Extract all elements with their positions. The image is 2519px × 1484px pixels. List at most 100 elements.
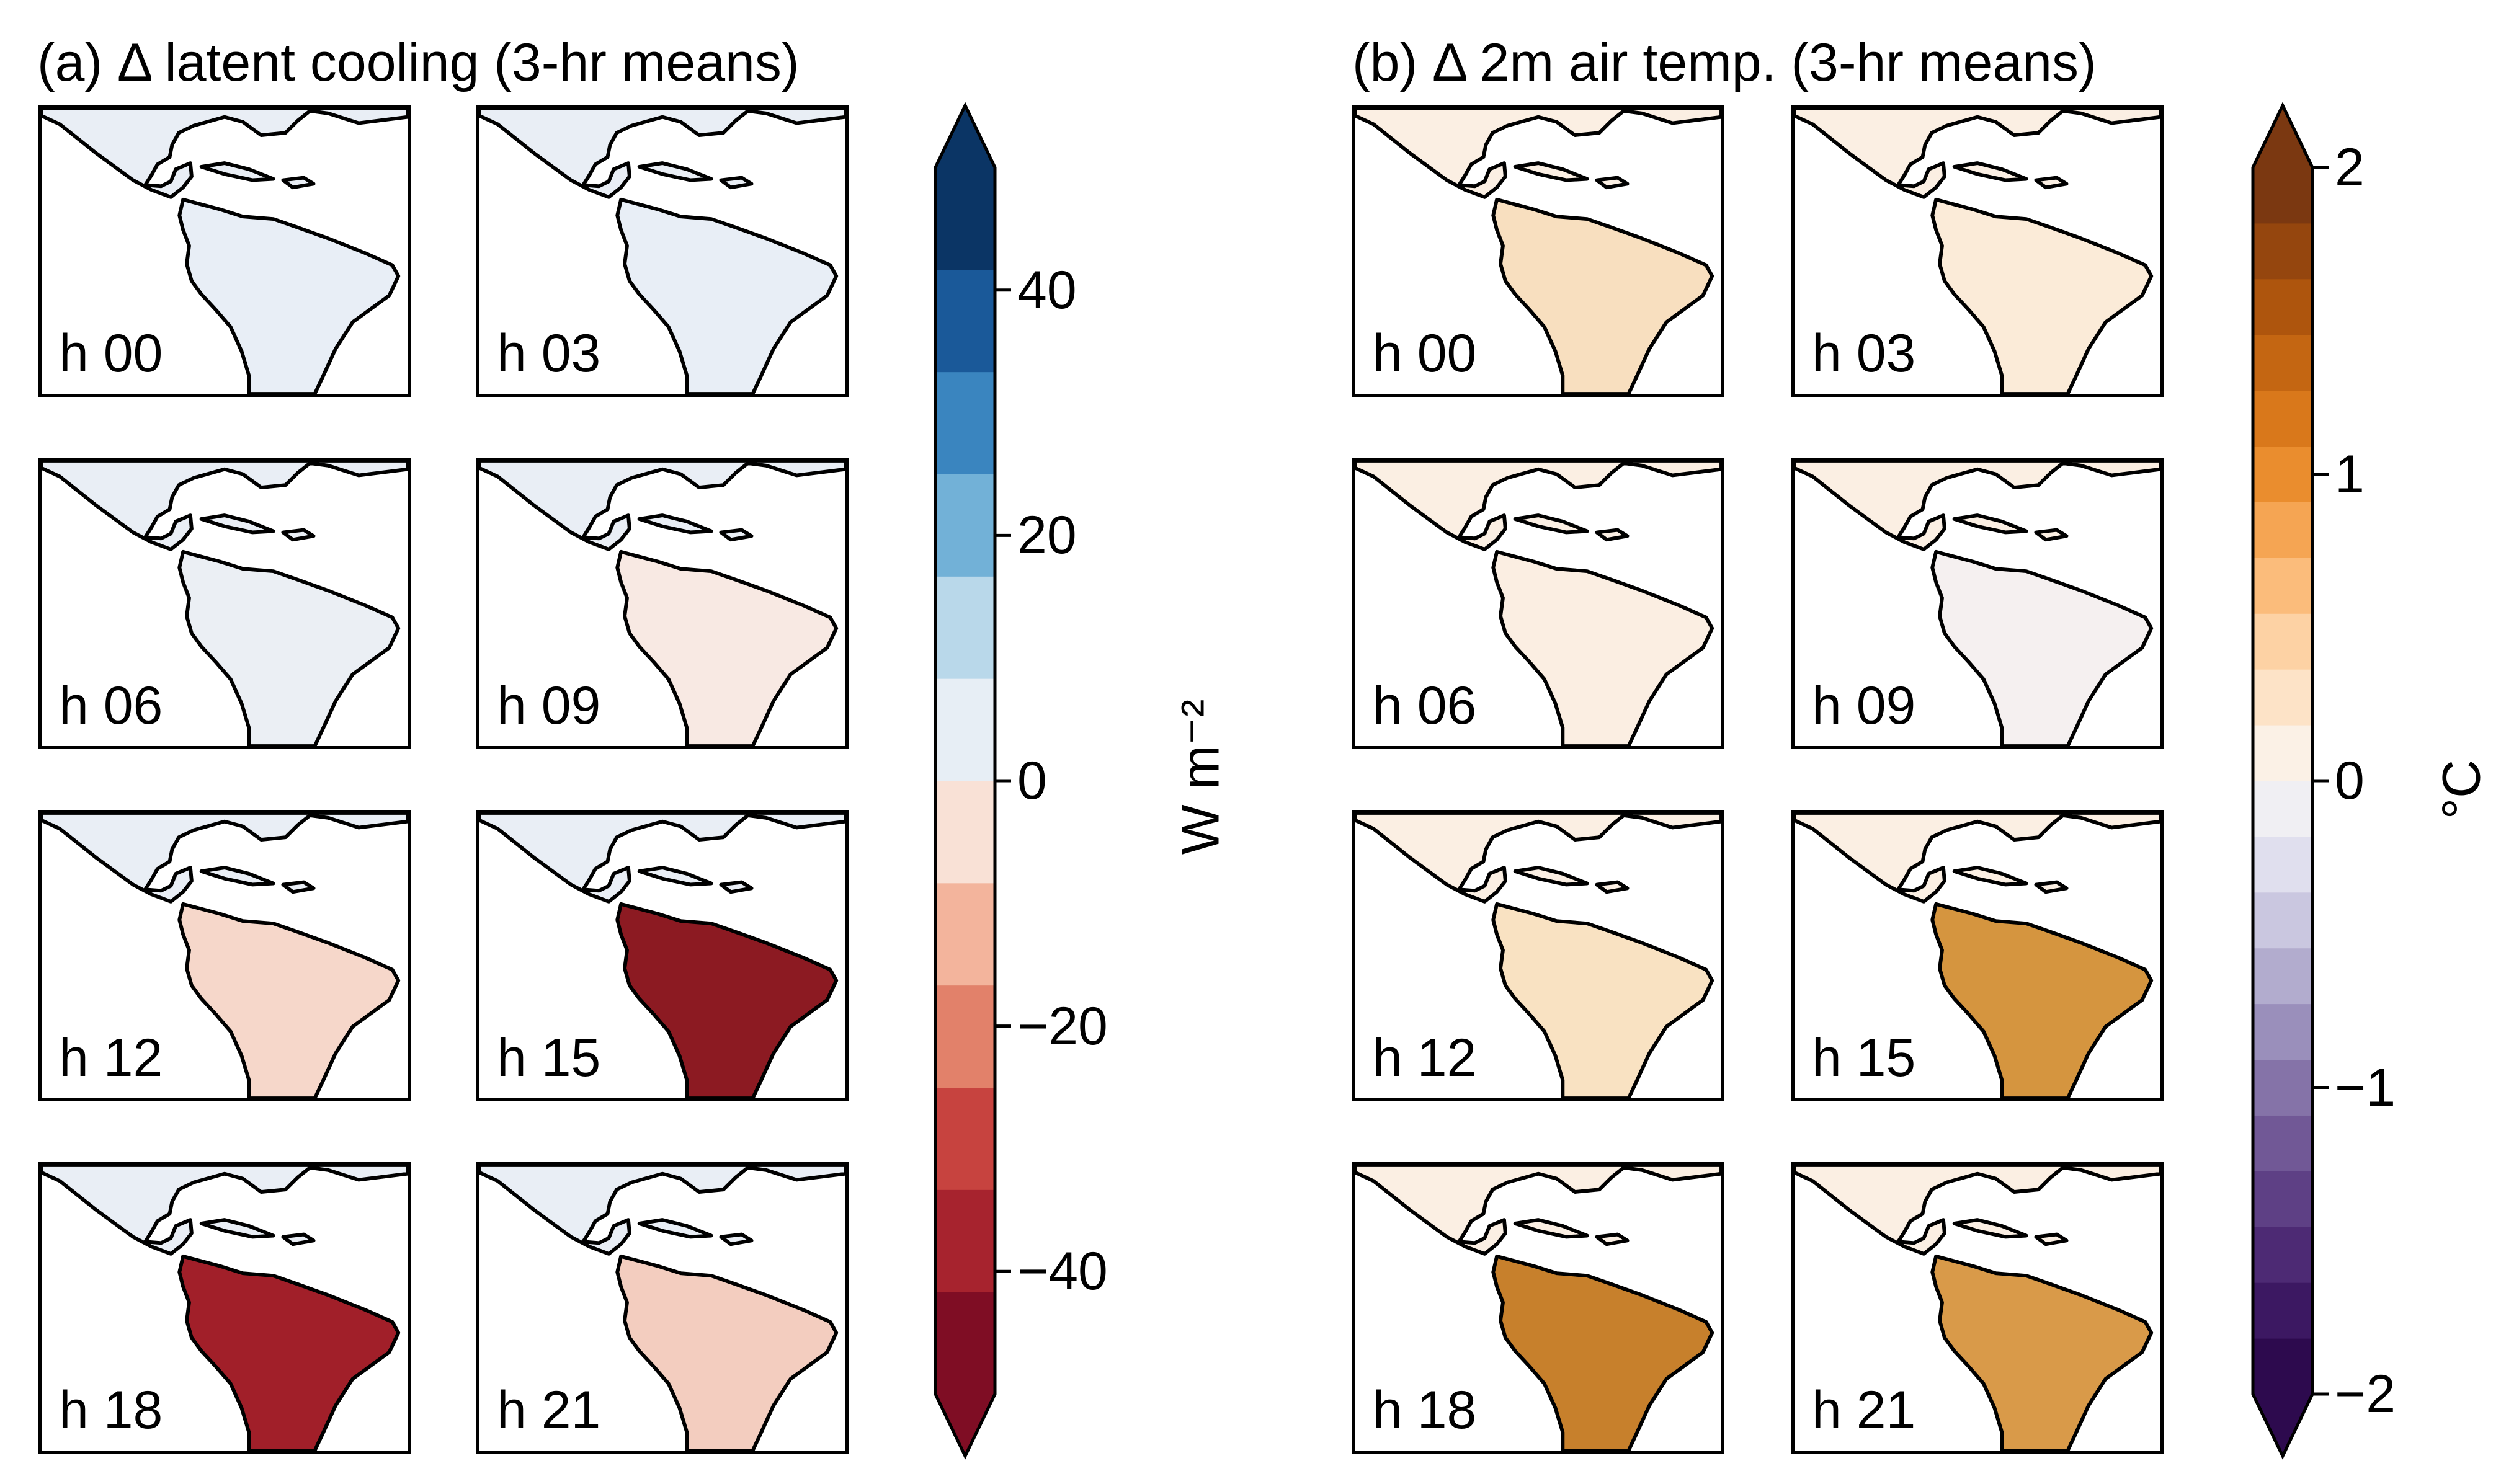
map-panel: h 15 bbox=[1791, 810, 2164, 1101]
colorbar-segment bbox=[935, 474, 995, 577]
hour-label: h 12 bbox=[1373, 1028, 1477, 1088]
colorbar-segment bbox=[2253, 1003, 2312, 1060]
map-panel: h 21 bbox=[476, 1162, 849, 1454]
colorbar-segment bbox=[935, 576, 995, 679]
north-america-land bbox=[1355, 461, 1721, 551]
colorbar-tick-label: 20 bbox=[1017, 505, 1077, 566]
map-svg bbox=[1795, 1165, 2160, 1451]
south-america-land bbox=[1930, 197, 2154, 394]
colorbar-segment bbox=[935, 1087, 995, 1190]
hour-label: h 06 bbox=[59, 676, 163, 735]
cuba-land bbox=[1513, 161, 1589, 182]
map-svg bbox=[42, 1165, 408, 1451]
south-america-land bbox=[1491, 549, 1714, 746]
south-america-land bbox=[615, 902, 839, 1098]
map-panel: h 03 bbox=[1791, 105, 2164, 397]
map-panel: h 12 bbox=[38, 810, 411, 1101]
hour-label: h 15 bbox=[1812, 1028, 1916, 1088]
north-america-land bbox=[42, 109, 408, 199]
colorbar-segment bbox=[2253, 948, 2312, 1005]
map-svg bbox=[42, 461, 408, 746]
map-panel: h 06 bbox=[1352, 458, 1724, 749]
north-america-land bbox=[479, 461, 845, 551]
map-svg bbox=[1795, 813, 2160, 1098]
map-panel: h 03 bbox=[476, 105, 849, 397]
south-america-land bbox=[1491, 197, 1714, 394]
colorbar-tick-label: −1 bbox=[2335, 1057, 2396, 1117]
south-america-land bbox=[615, 1254, 839, 1451]
cuba-land bbox=[637, 866, 713, 887]
colorbar-b bbox=[2251, 102, 2329, 1460]
hour-label: h 06 bbox=[1373, 676, 1477, 735]
north-america-land bbox=[1795, 461, 2160, 551]
hour-label: h 21 bbox=[1812, 1380, 1916, 1440]
hispaniola-land bbox=[2034, 528, 2069, 542]
hispaniola-land bbox=[281, 176, 316, 190]
cuba-land bbox=[199, 866, 275, 887]
hour-label: h 15 bbox=[497, 1028, 601, 1088]
hour-label: h 09 bbox=[497, 676, 601, 735]
cuba-land bbox=[1952, 161, 2028, 182]
cuba-land bbox=[199, 513, 275, 535]
colorbar-tick-label: 1 bbox=[2335, 444, 2365, 504]
hispaniola-land bbox=[2034, 1232, 2069, 1246]
panel-b-title: (b) Δ 2m air temp. (3-hr means) bbox=[1352, 33, 2097, 92]
hour-label: h 18 bbox=[1373, 1380, 1477, 1440]
colorbar-segment bbox=[2253, 223, 2312, 280]
map-svg bbox=[42, 813, 408, 1098]
colorbar-segment bbox=[2253, 1171, 2312, 1227]
north-america-land bbox=[1795, 813, 2160, 904]
cuba-land bbox=[637, 1218, 713, 1239]
map-svg bbox=[1795, 109, 2160, 394]
colorbar-segment bbox=[2253, 558, 2312, 614]
hour-label: h 21 bbox=[497, 1380, 601, 1440]
map-svg bbox=[479, 1165, 845, 1451]
map-panel: h 18 bbox=[38, 1162, 411, 1454]
map-svg bbox=[42, 109, 408, 394]
colorbar-segment bbox=[2253, 167, 2312, 224]
map-svg bbox=[479, 461, 845, 746]
north-america-land bbox=[42, 813, 408, 904]
colorbar-segment bbox=[935, 985, 995, 1088]
colorbar-segment bbox=[2253, 446, 2312, 502]
map-panel: h 09 bbox=[1791, 458, 2164, 749]
colorbar-extend-max bbox=[2253, 105, 2312, 167]
map-panel: h 18 bbox=[1352, 1162, 1724, 1454]
colorbar-segment bbox=[2253, 892, 2312, 949]
colorbar-tick-label: 2 bbox=[2335, 138, 2365, 197]
colorbar-segment bbox=[2253, 1227, 2312, 1283]
colorbar-segment bbox=[2253, 1059, 2312, 1116]
map-panel: h 15 bbox=[476, 810, 849, 1101]
cuba-land bbox=[637, 513, 713, 535]
hispaniola-land bbox=[1595, 528, 1630, 542]
south-america-land bbox=[177, 197, 401, 394]
colorbar-tick-label: 0 bbox=[1017, 751, 1047, 811]
south-america-land bbox=[1930, 1254, 2154, 1451]
hispaniola-land bbox=[1595, 176, 1630, 190]
north-america-land bbox=[42, 1165, 408, 1256]
north-america-land bbox=[1355, 813, 1721, 904]
colorbar-extend-max bbox=[935, 105, 995, 167]
cuba-land bbox=[1952, 866, 2028, 887]
hispaniola-land bbox=[719, 1232, 754, 1246]
map-svg bbox=[1795, 461, 2160, 746]
north-america-land bbox=[479, 109, 845, 199]
map-svg bbox=[1355, 1165, 1721, 1451]
map-panel: h 00 bbox=[38, 105, 411, 397]
colorbar-segment bbox=[2253, 613, 2312, 670]
hispaniola-land bbox=[719, 880, 754, 894]
hispaniola-land bbox=[1595, 880, 1630, 894]
map-panel: h 00 bbox=[1352, 105, 1724, 397]
map-svg bbox=[1355, 813, 1721, 1098]
cuba-land bbox=[637, 161, 713, 182]
colorbar-segment bbox=[2253, 1338, 2312, 1395]
colorbar-segment bbox=[935, 371, 995, 474]
hispaniola-land bbox=[281, 1232, 316, 1246]
colorbar-segment bbox=[2253, 334, 2312, 391]
cuba-land bbox=[1513, 513, 1589, 535]
south-america-land bbox=[1491, 1254, 1714, 1451]
hour-label: h 00 bbox=[1373, 324, 1477, 383]
hispaniola-land bbox=[719, 528, 754, 542]
colorbar-segment bbox=[935, 1292, 995, 1395]
cuba-land bbox=[199, 1218, 275, 1239]
